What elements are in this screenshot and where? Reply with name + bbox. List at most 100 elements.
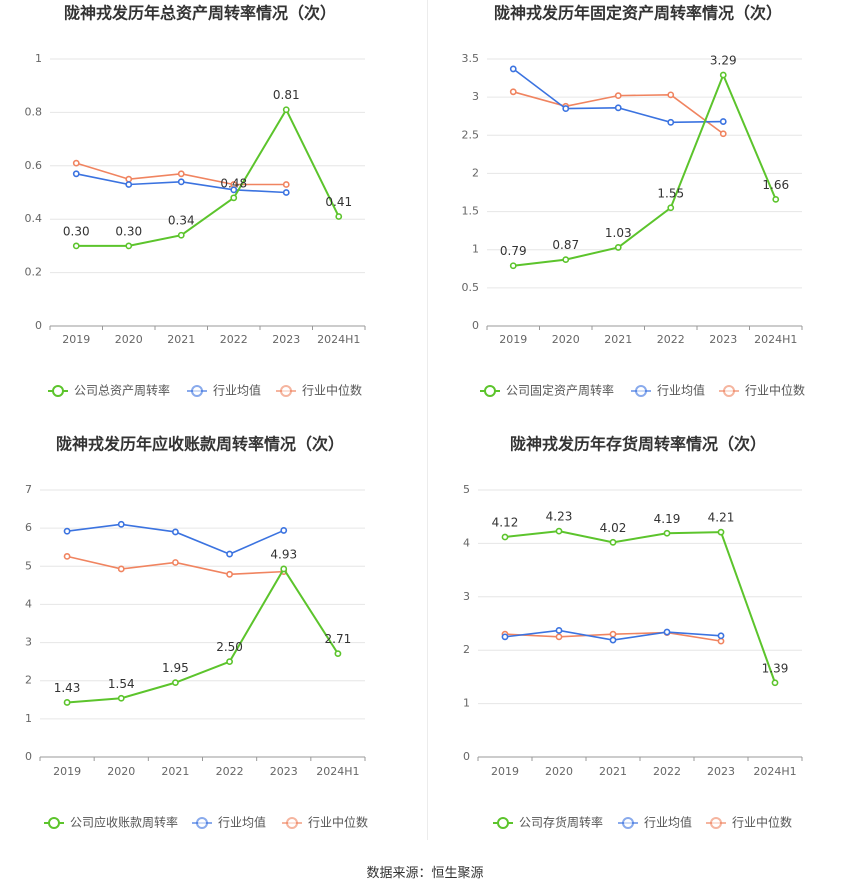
x-tick-label: 2020 [107, 765, 135, 778]
data-point [72, 242, 80, 250]
data-label: 4.12 [492, 515, 519, 529]
x-tick-label: 2024H1 [316, 765, 359, 778]
legend-marker-icon [497, 817, 509, 829]
series-line-1 [67, 567, 339, 704]
data-label: 0.87 [552, 238, 579, 252]
data-point [177, 170, 185, 178]
data-label: 0.81 [273, 88, 300, 102]
data-point [771, 679, 779, 687]
data-point [614, 92, 622, 100]
data-label: 2.50 [216, 640, 243, 654]
y-tick-label: 2 [472, 166, 479, 179]
data-label: 3.29 [710, 54, 737, 68]
data-point [117, 694, 125, 702]
data-point [177, 178, 185, 186]
data-point [667, 118, 675, 126]
legend-item-3: 行业中位数 [276, 383, 362, 398]
x-tick-label: 2019 [491, 765, 519, 778]
data-point [125, 175, 133, 183]
data-source-note: 数据来源：恒生聚源 [366, 866, 484, 881]
y-tick-label: 0.2 [25, 266, 43, 279]
x-tick-label: 2022 [653, 765, 681, 778]
data-label: 4.21 [708, 511, 735, 525]
legend-label: 公司总资产周转率 [74, 383, 170, 398]
data-point [72, 170, 80, 178]
data-point [609, 630, 617, 638]
legend-marker-icon [622, 817, 634, 829]
data-point [282, 189, 290, 196]
x-tick-label: 2022 [657, 333, 685, 346]
y-tick-label: 1 [25, 712, 32, 725]
y-tick-label: 5 [25, 559, 32, 572]
panel-divider [427, 0, 428, 840]
data-label: 4.19 [654, 512, 681, 526]
legend-item-1: 公司总资产周转率 [48, 383, 170, 398]
y-tick-label: 0 [25, 750, 32, 763]
data-point [172, 679, 179, 687]
data-point [717, 637, 725, 645]
series-line-1 [513, 72, 777, 267]
legend-marker-icon [723, 385, 735, 397]
x-tick-label: 2021 [167, 333, 195, 346]
y-tick-label: 3 [472, 90, 479, 103]
data-point [509, 65, 517, 73]
data-label: 1.43 [54, 681, 81, 695]
data-point [609, 538, 617, 546]
x-tick-label: 2022 [216, 765, 244, 778]
x-tick-label: 2021 [161, 765, 189, 778]
x-tick-label: 2019 [499, 333, 527, 346]
data-point [226, 658, 233, 666]
chart-2: 陇神戎发历年固定资产周转率情况（次） 0 0.5 1 1.5 2 2.5 3 3.5 2019 20… [462, 4, 806, 398]
y-tick-label: 1.5 [462, 205, 480, 218]
data-point [226, 550, 233, 558]
data-label: 4.02 [600, 521, 627, 535]
x-tick-label: 2020 [552, 333, 580, 346]
legend-label: 行业中位数 [302, 383, 362, 398]
legend-label: 公司存货周转率 [519, 815, 603, 830]
data-point [501, 533, 509, 541]
x-tick-label: 2024H1 [754, 333, 797, 346]
data-point [772, 195, 780, 203]
y-tick-label: 0 [35, 319, 42, 332]
legend-marker-icon [196, 817, 208, 829]
data-label: 1.39 [762, 661, 789, 675]
x-tick-label: 2020 [545, 765, 573, 778]
x-tick-label: 2023 [709, 333, 737, 346]
data-point [717, 632, 725, 640]
legend-label: 行业均值 [218, 815, 266, 830]
legend-item-3: 行业中位数 [282, 815, 368, 830]
legend-label: 行业中位数 [745, 383, 805, 398]
data-label: 0.48 [220, 176, 247, 190]
x-tick-label: 2024H1 [317, 333, 360, 346]
data-point [117, 520, 125, 528]
chart-title: 陇神戎发历年固定资产周转率情况（次） [494, 4, 782, 23]
y-tick-label: 0.4 [25, 212, 43, 225]
x-tick-label: 2023 [272, 333, 300, 346]
legend-label: 行业均值 [213, 383, 261, 398]
data-point [555, 633, 563, 641]
data-point [72, 159, 80, 167]
x-tick-label: 2023 [270, 765, 298, 778]
data-point [280, 565, 288, 573]
legend-item-2: 行业均值 [631, 383, 705, 398]
data-point [562, 256, 570, 264]
y-tick-label: 2 [25, 674, 32, 687]
legend-item-1: 公司固定资产周转率 [480, 383, 614, 398]
legend-label: 行业均值 [644, 815, 692, 830]
y-tick-label: 4 [25, 597, 32, 610]
x-tick-label: 2024H1 [753, 765, 796, 778]
y-tick-label: 1 [463, 697, 470, 710]
data-label: 0.79 [500, 244, 527, 258]
y-tick-label: 0.5 [462, 281, 480, 294]
legend-label: 公司应收账款周转率 [70, 815, 178, 830]
y-tick-label: 4 [463, 536, 470, 549]
data-point [509, 262, 517, 270]
data-point [719, 130, 727, 138]
x-tick-label: 2019 [62, 333, 90, 346]
legend-marker-icon [191, 385, 203, 397]
chart-3: 陇神戎发历年应收账款周转率情况（次） 0 1 2 3 4 5 6 7 2019 2020 2021 20… [25, 435, 368, 830]
legend-item-3: 行业中位数 [719, 383, 805, 398]
chart-4: 陇神戎发历年存货周转率情况（次） 0 1 2 3 4 5 2019 2020 2021 2022 20… [463, 435, 803, 830]
data-point [63, 699, 71, 706]
